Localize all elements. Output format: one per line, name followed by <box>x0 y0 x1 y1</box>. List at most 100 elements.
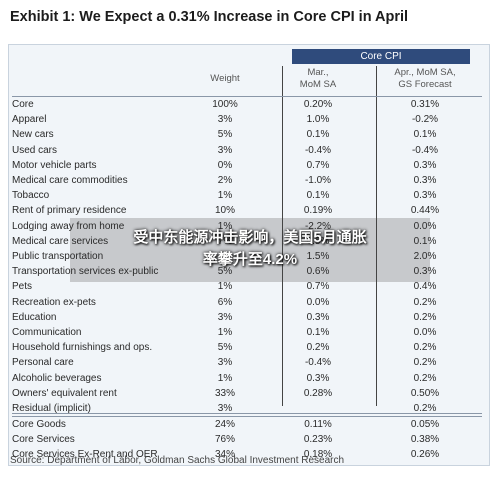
group-rule <box>12 416 482 417</box>
row-label: Education <box>12 311 57 323</box>
cell: 33% <box>214 387 235 399</box>
row-label: Motor vehicle parts <box>12 159 97 171</box>
row-label: Apparel <box>12 114 47 126</box>
row-label: Transportation services ex-public <box>12 266 159 278</box>
cell: 34% <box>214 449 235 461</box>
row-label: Recreation ex-pets <box>12 296 96 308</box>
cell: -1.0% <box>304 175 332 186</box>
cell: 0.6% <box>306 266 330 278</box>
cell: 0.19% <box>303 205 333 217</box>
cell: 1% <box>217 281 233 293</box>
cell: 1% <box>217 251 233 262</box>
cell: 0.11% <box>304 419 332 430</box>
cell: -0.4% <box>411 144 439 156</box>
row-label: Public transportation <box>12 251 104 262</box>
cell: 0.44% <box>410 205 440 217</box>
row-label: Medical care services <box>12 235 109 247</box>
overlay-band <box>70 218 430 282</box>
source: Source: Department of Labor, Goldman Sac… <box>10 455 345 466</box>
cell: 3% <box>217 144 233 156</box>
title: Exhibit 1: We Expect a 0.31% Increase in… <box>10 9 409 25</box>
cell: 10% <box>214 205 235 217</box>
cell: 6% <box>217 296 233 308</box>
row-label: Core Goods <box>12 419 66 430</box>
row-label: Tobacco <box>12 190 50 202</box>
cell: 0.1% <box>413 129 437 141</box>
cell: 0.05% <box>410 419 440 430</box>
cell: 0.7% <box>306 159 330 171</box>
cell: 0.2% <box>413 296 437 308</box>
cell: 0.23% <box>303 434 333 446</box>
cell: 0.31% <box>410 99 440 110</box>
row-label: Rent of primary residence <box>12 205 127 217</box>
cell: 0.2% <box>413 372 437 384</box>
cell: 0.1% <box>306 129 330 141</box>
cell: 0.20% <box>303 99 333 110</box>
cell: 0.3% <box>306 311 330 323</box>
row-label: Pets <box>12 281 33 293</box>
overlay-text: 率攀升至4.2% <box>202 251 298 268</box>
cell: 1% <box>217 327 233 338</box>
column-rule <box>282 66 283 406</box>
row-label: New cars <box>12 129 54 141</box>
cell: 0.50% <box>410 387 440 399</box>
cell: 2.0% <box>413 251 437 262</box>
cell: 0.26% <box>410 449 440 461</box>
cell: 1% <box>217 372 233 384</box>
cell: 5% <box>217 266 233 278</box>
cell: -0.4% <box>304 144 332 156</box>
cell: -0.2% <box>411 114 439 126</box>
cell: 0.5% <box>306 235 330 247</box>
row-label: Core Services <box>12 434 75 446</box>
group-rule <box>12 413 482 414</box>
column-rule <box>376 66 377 406</box>
cell: 0.0% <box>413 327 437 338</box>
cell: 0.4% <box>413 281 437 293</box>
header-rule <box>12 96 482 97</box>
cell: 0.1% <box>306 190 330 202</box>
row-label: Core Services Ex-Rent and OER <box>12 449 158 461</box>
column-header: Mar., <box>307 67 329 78</box>
cell: 0% <box>217 159 233 171</box>
cell: 1.5% <box>306 251 330 262</box>
row-label: Residual (implicit) <box>12 403 91 414</box>
row-label: Lodging away from home <box>12 220 125 232</box>
cell: 7% <box>217 235 233 247</box>
cell: 0.2% <box>413 403 437 414</box>
cell: 5% <box>217 129 233 141</box>
cell: 0.7% <box>306 281 330 293</box>
column-header: Weight <box>210 73 240 84</box>
cell: 0.1% <box>413 235 437 247</box>
row-label: Communication <box>12 327 82 338</box>
cell: 3% <box>217 114 233 126</box>
row-label: Personal care <box>12 357 74 369</box>
row-label: Alcoholic beverages <box>12 372 102 384</box>
cell: 0.38% <box>410 434 440 446</box>
cell: 0.2% <box>413 357 437 369</box>
column-header: GS Forecast <box>398 79 452 90</box>
cell: 0.0% <box>413 220 437 232</box>
cell: 0.18% <box>303 449 333 461</box>
row-label: Medical care commodities <box>12 175 128 186</box>
cell: -0.4% <box>304 357 332 369</box>
table-background <box>8 44 490 466</box>
cell: 0.3% <box>306 372 330 384</box>
cell: 2% <box>217 175 233 186</box>
cell: 0.2% <box>306 342 330 354</box>
cell: 0.2% <box>413 311 437 323</box>
cell: 0.3% <box>413 175 437 186</box>
row-label: Core <box>12 99 34 110</box>
cell: 0.3% <box>413 159 437 171</box>
cell: 0.28% <box>303 387 333 399</box>
cell: 0.3% <box>413 266 437 278</box>
row-label: Household furnishings and ops. <box>12 342 153 354</box>
overlay-text: 受中东能源冲击影响，美国5月通胀 <box>133 229 367 246</box>
group-header: Core CPI <box>292 49 470 64</box>
cell: 76% <box>214 434 235 446</box>
cell: 0.3% <box>413 190 437 202</box>
cell: 0.2% <box>413 342 437 354</box>
cell: 3% <box>217 311 233 323</box>
cell: 0.1% <box>306 327 330 338</box>
cell: 1% <box>217 220 233 232</box>
